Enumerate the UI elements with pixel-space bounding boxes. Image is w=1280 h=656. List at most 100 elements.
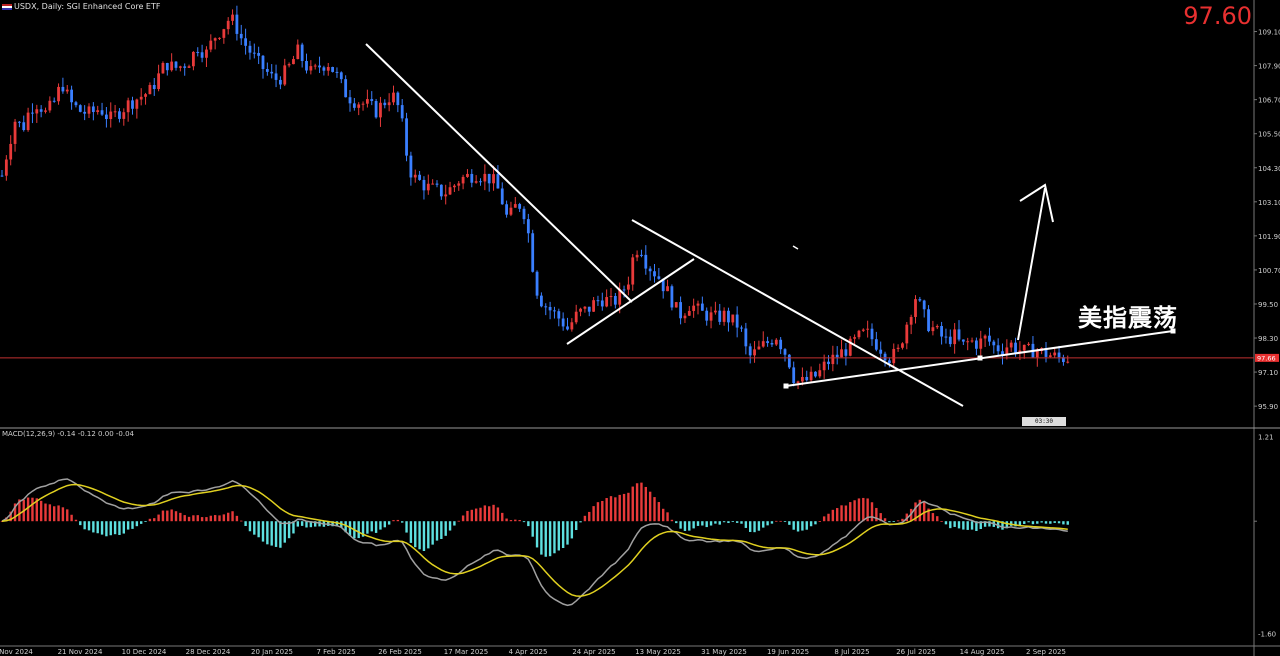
macd-histogram-bar — [535, 521, 539, 548]
candle-body — [927, 309, 930, 332]
candle-body — [361, 103, 365, 105]
macd-histogram-bar — [970, 521, 974, 530]
macd-histogram-bar — [566, 521, 569, 545]
time-tick-label: 28 Dec 2024 — [186, 648, 231, 656]
macd-histogram-bar — [331, 521, 334, 527]
macd-histogram-bar — [266, 521, 269, 545]
macd-histogram-bar — [792, 521, 795, 530]
candle-body — [39, 109, 43, 112]
price-tick-label: 106.70 — [1258, 97, 1280, 105]
macd-histogram-bar — [692, 521, 695, 529]
macd-histogram-bar — [187, 516, 191, 522]
candle-body — [292, 59, 295, 65]
candle-body — [748, 346, 752, 356]
candle-body — [309, 66, 313, 71]
candle-body — [787, 354, 791, 368]
candle-body — [0, 175, 4, 177]
candle-body — [583, 306, 587, 309]
macd-histogram-bar — [248, 521, 252, 532]
macd-histogram-bar — [605, 498, 608, 522]
candle-body — [631, 257, 635, 285]
macd-histogram-bar — [92, 521, 95, 533]
candle-body — [783, 349, 787, 355]
candle-body — [78, 105, 82, 112]
candle-body — [579, 308, 582, 312]
time-tick-label: 14 Aug 2025 — [960, 648, 1005, 656]
candle-body — [248, 45, 252, 53]
macd-histogram-bar — [109, 521, 112, 536]
candle-body — [374, 101, 378, 118]
macd-histogram-bar — [788, 521, 791, 525]
macd-histogram-bar — [618, 494, 621, 522]
candle-body — [709, 312, 713, 321]
candle-body — [526, 219, 530, 234]
candle-body — [1048, 355, 1052, 357]
downtrend-line-1 — [365, 43, 633, 303]
macd-histogram-bar — [1036, 521, 1039, 524]
candle-body — [1001, 351, 1004, 356]
candle-body — [1022, 344, 1026, 351]
annotation-text[interactable]: 美指震荡 — [1078, 303, 1178, 332]
macd-histogram-bar — [270, 521, 273, 546]
macd-histogram-bar — [496, 507, 500, 522]
price-tick-label: 104.30 — [1258, 165, 1280, 173]
macd-histogram-bar — [822, 516, 826, 522]
candle-body — [827, 361, 830, 365]
candle-body — [879, 349, 883, 354]
macd-histogram-bar — [296, 521, 299, 527]
macd-histogram-bar — [26, 497, 30, 522]
macd-histogram-bar — [1062, 521, 1065, 525]
candle-body — [235, 14, 239, 34]
candle-body — [283, 65, 287, 85]
macd-histogram-bar — [875, 507, 878, 522]
macd-histogram-bar — [753, 521, 756, 533]
macd-histogram-bar — [749, 521, 752, 532]
macd-histogram-bar — [718, 521, 721, 525]
candle-body — [387, 102, 391, 106]
candle-body — [139, 96, 143, 100]
candle-body — [287, 64, 291, 66]
candle-body — [405, 118, 408, 156]
time-tick-label: 20 Jan 2025 — [251, 648, 293, 656]
macd-histogram-bar — [609, 496, 613, 522]
candle-body — [940, 326, 943, 337]
macd-histogram-bar — [300, 521, 304, 526]
candle-body — [509, 207, 513, 215]
macd-histogram-bar — [540, 521, 543, 555]
macd-histogram-bar — [983, 521, 987, 527]
candle-body — [305, 60, 308, 71]
candle-body — [557, 311, 561, 319]
candle-body — [31, 112, 34, 114]
trendline-anchor — [1170, 328, 1176, 334]
macd-histogram-bar — [801, 521, 804, 531]
candle-body — [431, 183, 435, 185]
macd-histogram-bar — [735, 521, 739, 523]
macd-histogram-bar — [757, 521, 761, 531]
macd-histogram-bar — [105, 521, 108, 537]
macd-histogram-bar — [440, 521, 443, 539]
macd-histogram-bar — [849, 502, 852, 522]
candle-body — [948, 336, 952, 345]
macd-histogram-bar — [140, 521, 143, 524]
macd-histogram-bar — [370, 521, 373, 532]
candle-body — [1027, 343, 1030, 345]
macd-histogram-bar — [418, 521, 421, 550]
candle-body — [152, 85, 156, 89]
current-price-tag — [1255, 353, 1279, 362]
candle-body — [979, 338, 983, 349]
candle-body — [348, 97, 352, 104]
candle-body — [931, 327, 935, 332]
candle-body — [57, 86, 60, 102]
candle-body — [801, 376, 804, 382]
candle-body — [83, 111, 87, 114]
macd-histogram-bar — [392, 520, 395, 522]
macd-histogram-bar — [283, 521, 286, 543]
candle-body — [857, 330, 861, 338]
candle-body — [366, 99, 369, 104]
macd-histogram-bar — [57, 505, 60, 522]
candle-body — [861, 329, 865, 331]
macd-histogram-bar — [357, 521, 360, 539]
candle-body — [835, 354, 839, 358]
candle-body — [322, 67, 326, 71]
candle-body — [914, 299, 917, 317]
